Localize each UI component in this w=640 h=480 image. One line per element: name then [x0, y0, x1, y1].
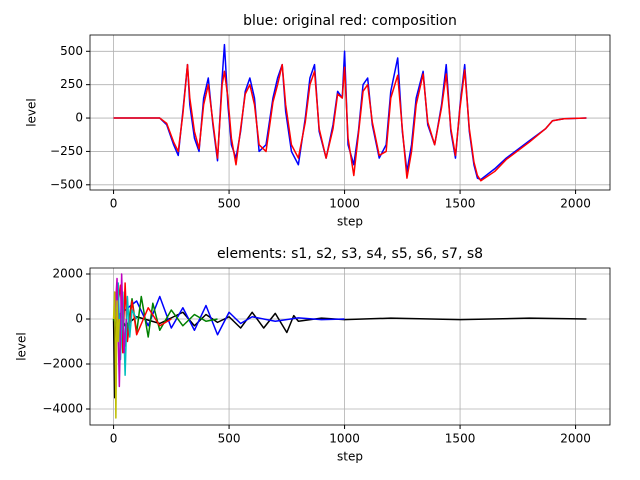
- chart-title: elements: s1, s2, s3, s4, s5, s6, s7, s8: [217, 246, 483, 262]
- x-tick-label: 0: [110, 432, 118, 446]
- y-tick-label: 2000: [52, 267, 83, 281]
- series-line: [113, 63, 587, 182]
- series-line: [112, 291, 121, 419]
- x-tick-label: 1500: [445, 197, 476, 211]
- axes-frame: [89, 34, 611, 191]
- y-axis-label: level: [25, 98, 39, 127]
- x-tick-label: 2000: [560, 197, 591, 211]
- series-line: [113, 282, 138, 376]
- x-axis-label: step: [337, 215, 363, 229]
- x-tick-label: 500: [218, 197, 241, 211]
- y-axis-label: level: [15, 332, 29, 361]
- x-tick-label: 1500: [445, 432, 476, 446]
- axes-frame: [89, 267, 611, 426]
- y-tick-label: −2000: [42, 357, 83, 371]
- y-tick-label: 0: [75, 312, 83, 326]
- series-line: [112, 295, 218, 347]
- x-tick-label: 1000: [329, 197, 360, 211]
- y-tick-label: −500: [50, 177, 83, 191]
- x-tick-label: 1000: [329, 432, 360, 446]
- x-tick-label: 0: [110, 197, 118, 211]
- y-tick-label: 250: [60, 77, 83, 91]
- subplot: 0 500 1000 1500 2000 −500 −250 0 250 500 blue: ori…: [25, 13, 611, 229]
- y-tick-label: −250: [50, 144, 83, 158]
- series-line: [113, 273, 128, 388]
- y-tick-label: 500: [60, 44, 83, 58]
- y-tick-label: −4000: [42, 402, 83, 416]
- subplot: 0 500 1000 1500 2000 −4000 −2000 0 2000 elements:…: [15, 246, 611, 464]
- series-line: [112, 300, 587, 399]
- y-tick-label: 0: [75, 111, 83, 125]
- x-tick-label: 500: [218, 432, 241, 446]
- x-tick-label: 2000: [560, 432, 591, 446]
- chart-title: blue: original red: composition: [243, 13, 457, 29]
- series-line: [113, 43, 587, 181]
- x-axis-label: step: [337, 450, 363, 464]
